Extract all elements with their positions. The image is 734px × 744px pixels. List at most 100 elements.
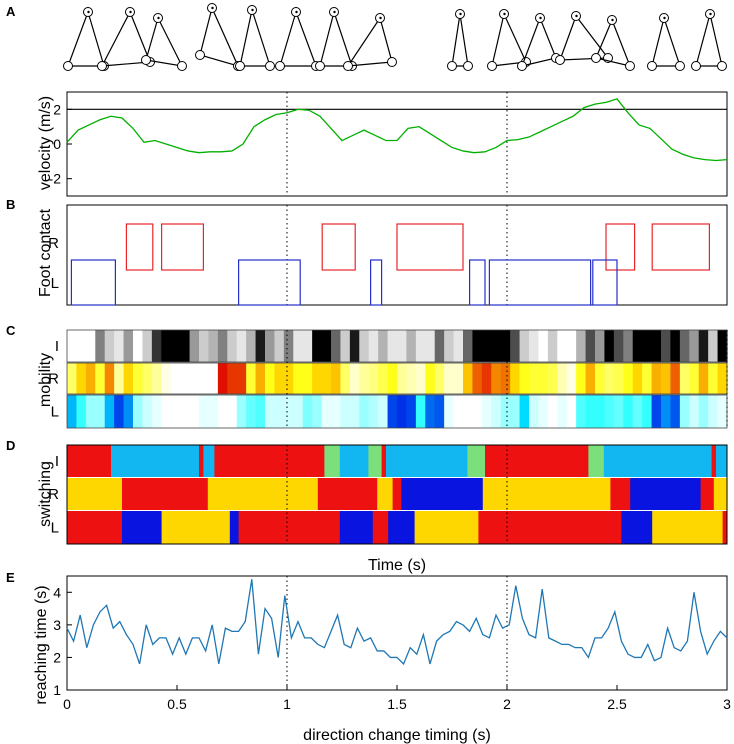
foot-row-label: R <box>48 235 59 252</box>
mobility-heatmap: IRL <box>48 329 728 429</box>
mobility-cell <box>566 330 577 362</box>
mobility-cell <box>642 395 653 428</box>
mobility-cell <box>632 395 643 428</box>
joint-marker <box>343 61 353 71</box>
joint-dot <box>503 12 506 16</box>
switching-segment <box>414 511 479 544</box>
left-foot-contact <box>592 259 618 306</box>
mobility-cell <box>217 330 228 362</box>
mobility-cell <box>595 330 606 362</box>
mobility-cell <box>397 330 408 362</box>
switching-segment <box>339 511 374 544</box>
mobility-cell <box>217 395 228 428</box>
foot-contact-ylabel: Foot contact <box>37 208 54 297</box>
switching-row-label: L <box>51 520 59 537</box>
mobility-cell <box>642 330 653 362</box>
mobility-cell <box>217 363 228 394</box>
mobility-cell <box>397 395 408 428</box>
mobility-cell <box>510 330 521 362</box>
right-foot-contact <box>125 223 154 271</box>
switching-segment <box>588 445 605 477</box>
mobility-cell <box>293 330 304 362</box>
mobility-cell <box>180 363 191 394</box>
mobility-cell <box>415 330 426 362</box>
mobility-cell <box>434 363 445 394</box>
joint-dot <box>611 18 614 22</box>
switching-segment <box>401 478 446 510</box>
mobility-cell <box>133 330 144 362</box>
posture-snapshots <box>63 3 727 71</box>
mobility-cell <box>123 363 134 394</box>
joint-marker <box>487 61 497 71</box>
velocity-ytick-label: -2 <box>49 171 62 187</box>
switching-segment <box>73 445 112 477</box>
reaching-ytick-label: 2 <box>53 649 61 665</box>
panel-label-c: C <box>6 323 16 338</box>
switching-segment <box>122 511 162 544</box>
posture-legs <box>279 10 317 67</box>
velocity-series-line <box>66 98 728 162</box>
reaching-ytick-label: 4 <box>53 584 61 600</box>
switching-segment <box>238 511 341 544</box>
mobility-cell <box>717 363 728 394</box>
reaching-xtick-label: 2 <box>503 696 511 712</box>
switching-segment <box>610 478 631 510</box>
mobility-cell <box>378 363 389 394</box>
mobility-cell <box>302 363 313 394</box>
joint-marker <box>675 61 685 71</box>
mobility-cell <box>340 330 351 362</box>
mobility-cell <box>293 395 304 428</box>
switching-segment <box>199 445 204 477</box>
mobility-cell <box>199 395 210 428</box>
reaching-time-xlabel: direction change timing (s) <box>303 727 491 744</box>
joint-marker <box>265 61 275 71</box>
mobility-cell <box>406 330 417 362</box>
joint-dot <box>575 14 578 18</box>
mobility-row-label: R <box>48 371 59 388</box>
mobility-cell <box>293 363 304 394</box>
mobility-cell <box>623 330 634 362</box>
mobility-cell <box>359 395 370 428</box>
joint-marker <box>235 61 245 71</box>
posture-figure <box>555 11 613 65</box>
posture-figure <box>691 9 727 71</box>
mobility-cell <box>491 363 502 394</box>
reaching-ytick-label: 1 <box>53 682 61 698</box>
mobility-cell <box>623 395 634 428</box>
posture-figure <box>647 13 685 71</box>
posture-figure <box>315 7 357 71</box>
switching-segment <box>377 478 393 510</box>
mobility-cell <box>95 395 106 428</box>
mobility-cell <box>189 363 200 394</box>
mobility-cell <box>321 330 332 362</box>
mobility-cell <box>651 395 662 428</box>
mobility-cell <box>331 330 342 362</box>
mobility-cell <box>189 395 200 428</box>
mobility-cell <box>368 363 379 394</box>
mobility-cell <box>359 363 370 394</box>
reaching-ytick-label: 3 <box>53 617 61 633</box>
joint-dot <box>251 8 254 12</box>
mobility-cell <box>255 330 266 362</box>
posture-legs <box>695 13 723 67</box>
switching-row-label: I <box>55 453 59 470</box>
right-foot-contact <box>321 223 356 271</box>
switching-segment <box>518 445 589 477</box>
mobility-cell <box>670 363 681 394</box>
mobility-cell <box>679 395 690 428</box>
mobility-cell <box>208 363 219 394</box>
mobility-cell <box>444 330 455 362</box>
reaching-xtick-label: 1 <box>283 696 291 712</box>
mobility-cell <box>340 395 351 428</box>
mobility-cell <box>255 363 266 394</box>
switching-segment <box>630 478 701 510</box>
posture-legs <box>491 12 527 67</box>
mobility-cell <box>529 330 540 362</box>
mobility-cell <box>576 395 587 428</box>
mobility-cell <box>387 330 398 362</box>
panel-label-a: A <box>6 4 16 19</box>
switching-segment <box>339 445 369 477</box>
mobility-cell <box>444 363 455 394</box>
mobility-cell <box>472 395 483 428</box>
mobility-cell <box>547 395 558 428</box>
